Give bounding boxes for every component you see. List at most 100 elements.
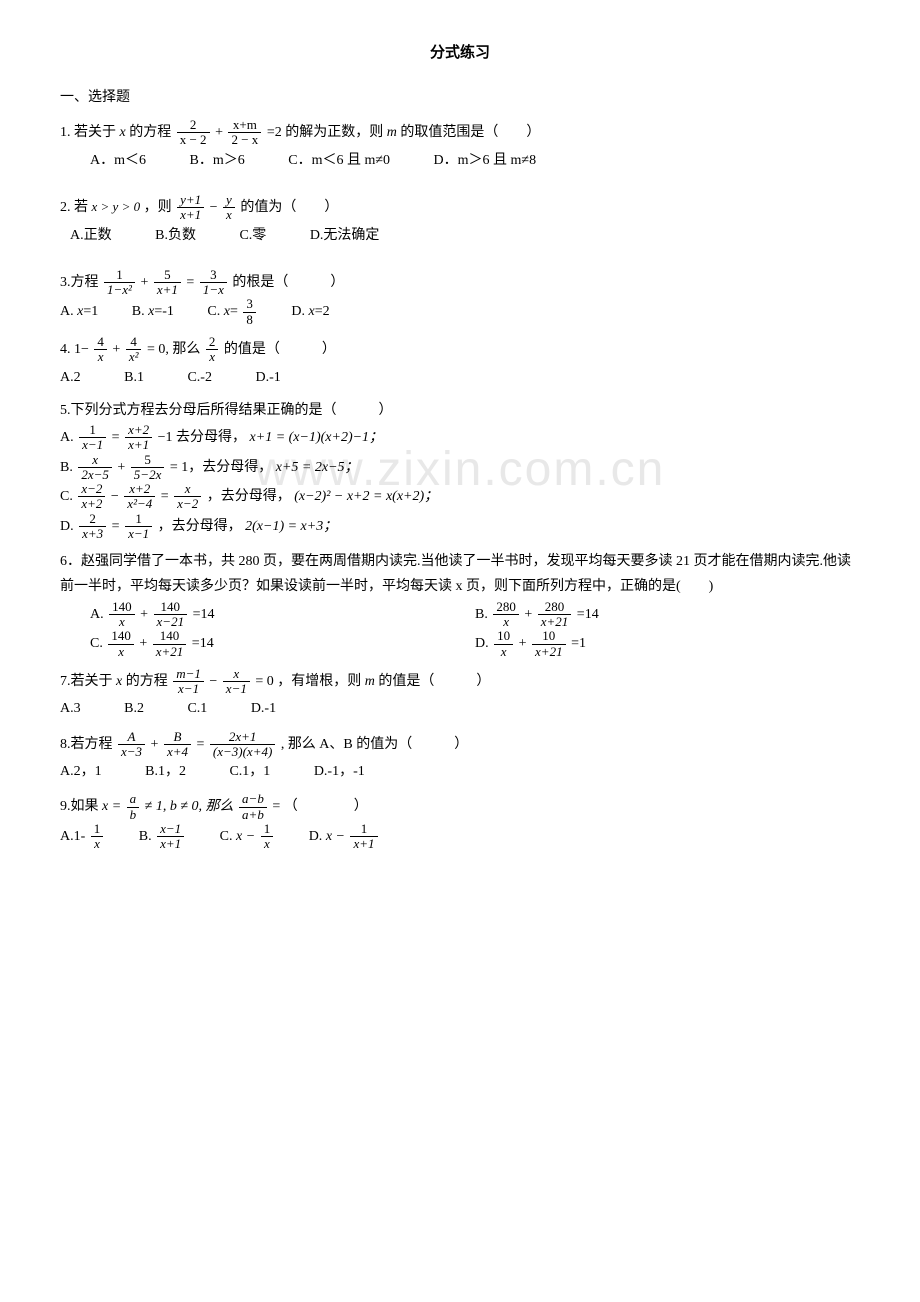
fraction: 2 x − 2 [177,118,210,148]
q1-text: 1. 若关于 [60,125,116,140]
denominator: 1−x [200,283,227,297]
option-c: C.1 [187,696,207,721]
option-b: B.2 [124,696,144,721]
option-d: D．m＞6 且 m≠8 [434,148,537,173]
option-c: C.-2 [187,365,212,390]
page: 分式练习 一、选择题 1. 若关于 x 的方程 2 x − 2 + x+m 2 … [60,40,860,852]
option-d: D. x=2 [291,299,329,324]
q7-text: 7.若关于 [60,674,113,689]
minus: − [210,200,218,215]
numerator: y [223,193,235,208]
fraction: 5 x+1 [154,268,181,298]
options: A.2 B.1 C.-2 D.-1 [60,365,860,390]
fraction: 4 x² [126,335,142,365]
one: 1− [74,342,89,357]
option-b: B. 280x + 280x+21 =14 [475,600,860,630]
option-a: A.2，1 [60,759,102,784]
question-2: 2. 若 x > y > 0 ，则 y+1 x+1 − y x 的值为（ ） A… [60,193,860,248]
q2-text: ，则 [144,200,172,215]
q2-text: 的值为（ ） [240,200,338,215]
var-x: x [116,674,122,689]
q7-text: 的值是（ ） [378,674,490,689]
fraction: 3 1−x [200,268,227,298]
eq0: = 0, 那么 [147,342,200,357]
options: A.3 B.2 C.1 D.-1 [60,696,860,721]
numerator: 2 [177,118,210,133]
option-c: C. x−2x+2 − x+2x²−4 = xx−2 ，去分母得， (x−2)²… [60,482,860,512]
numerator: 5 [154,268,181,283]
numerator: 1 [104,268,135,283]
denominator: x+1 [177,208,204,222]
q4-text: 4. [60,342,71,357]
var-m: m [365,674,375,689]
option-a: A.1- 1x [60,822,105,852]
denominator: x − 2 [177,133,210,147]
option-b: B. x2x−5 + 55−2x = 1，去分母得， x+5 = 2x−5； [60,453,860,483]
question-6: 6．赵强同学借了一本书，共 280 页，要在两周借期内读完.当他读了一半书时，发… [60,549,860,659]
option-b: B. x=-1 [132,299,174,324]
denominator: x [223,208,235,222]
option-d: D. 10x + 10x+21 =1 [475,629,860,659]
option-b: B.1 [124,365,144,390]
option-d: D. x − 1x+1 [309,822,380,852]
numerator: 4 [94,335,107,350]
numerator: x+m [228,118,261,133]
option-c: C. x= 3 8 [207,297,257,327]
option-a: A. 1x−1 = x+2x+1 −1 去分母得， x+1 = (x−1)(x+… [60,423,860,453]
q8-text: 8.若方程 [60,737,113,752]
question-1: 1. 若关于 x 的方程 2 x − 2 + x+m 2 − x =2 的解为正… [60,118,860,173]
q9-text: 9.如果 [60,799,99,814]
section-heading: 一、选择题 [60,85,860,110]
option-b: B. x−1x+1 [139,822,186,852]
plus: + [215,125,223,140]
fraction: y x [223,193,235,223]
option-c: C.零 [239,223,266,248]
fraction: 1 1−x² [104,268,135,298]
denominator: x+1 [154,283,181,297]
denominator: 2 − x [228,133,261,147]
plus: + [112,342,120,357]
fraction: y+1 x+1 [177,193,204,223]
q4-text: 的值是（ ） [224,342,336,357]
option-d: D.-1 [251,696,276,721]
option-c: C.1，1 [229,759,270,784]
options: A．m＜6 B．m＞6 C．m＜6 且 m≠0 D．m＞6 且 m≠8 [90,148,860,173]
page-title: 分式练习 [60,40,860,67]
option-b: B.1，2 [145,759,186,784]
options: A.2，1 B.1，2 C.1，1 D.-1，-1 [60,759,860,784]
option-d: D. 2x+3 = 1x−1 ，去分母得， 2(x−1) = x+3； [60,512,860,542]
option-c: C. 140x + 140x+21 =14 [90,629,475,659]
q7-text: = 0 ，有增根，则 [255,674,361,689]
options: A. 140x + 140x−21 =14 C. 140x + 140x+21 … [90,600,860,659]
option-d: D.-1 [255,365,280,390]
question-8: 8.若方程 Ax−3 + Bx+4 = 2x+1(x−3)(x+4) , 那么 … [60,730,860,785]
eq: = [186,275,194,290]
option-a: A. x=1 [60,299,98,324]
q7-text: 的方程 [126,674,168,689]
option-a: A. 140x + 140x−21 =14 [90,600,475,630]
q5-stem: 5.下列分式方程去分母后所得结果正确的是（ ） [60,398,860,423]
q3-text: 的根是（ ） [232,275,344,290]
option-b: B.负数 [155,223,196,248]
q1-text: 的方程 [129,125,171,140]
var-m: m [387,125,397,140]
denominator: 1−x² [104,283,135,297]
q9-text: = （ ） [272,799,367,814]
fraction: x+m 2 − x [228,118,261,148]
var-x: x [120,125,126,140]
option-a: A.正数 [70,223,112,248]
question-4: 4. 1− 4 x + 4 x² = 0, 那么 2 x 的值是（ ） A.2 … [60,335,860,390]
fraction: 4 x [94,335,107,365]
question-7: 7.若关于 x 的方程 m−1x−1 − xx−1 = 0 ，有增根，则 m 的… [60,667,860,722]
denominator: x [94,350,107,364]
numerator: y+1 [177,193,204,208]
q1-text: 的取值范围是（ ） [400,125,540,140]
plus: + [140,275,148,290]
numerator: 3 [200,268,227,283]
options: A.正数 B.负数 C.零 D.无法确定 [70,223,860,248]
question-3: 3.方程 1 1−x² + 5 x+1 = 3 1−x 的根是（ ） A. x=… [60,268,860,327]
numerator: 2 [206,335,219,350]
q1-text: =2 的解为正数，则 [267,125,383,140]
denominator: x² [126,350,142,364]
option-c: C. x − 1x [220,822,276,852]
